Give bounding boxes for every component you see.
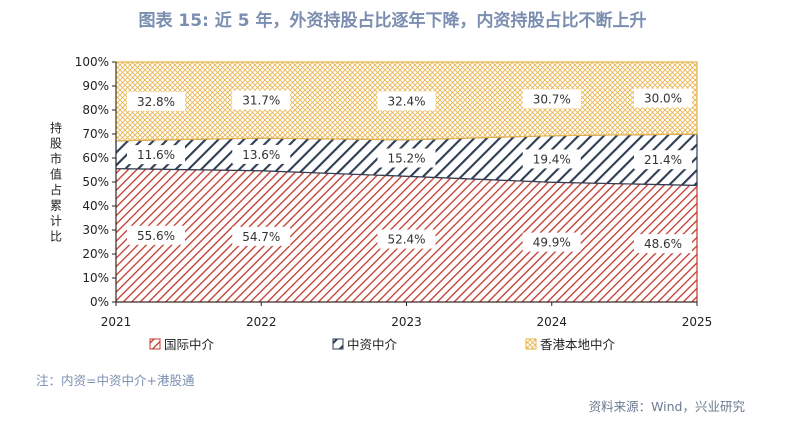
data-label: 21.4%: [634, 150, 692, 170]
y-tick-label: 70%: [82, 127, 109, 141]
legend-item: 香港本地中介: [525, 337, 616, 352]
y-tick-label: 40%: [82, 199, 109, 213]
legend: 国际中介 中资中介 香港本地中介: [149, 337, 616, 352]
data-label-text: 30.7%: [533, 92, 571, 106]
data-labels: 55.6% 54.7% 52.4% 49.9% 48.6% 11.6% 13.6% 15.2%…: [127, 88, 692, 254]
chart-source: 资料来源：Wind，兴业研究: [588, 399, 745, 414]
y-tick-label: 50%: [82, 175, 109, 189]
data-label-box: [127, 225, 185, 245]
data-label-text: 31.7%: [242, 94, 280, 108]
data-label-text: 52.4%: [387, 233, 425, 247]
data-label-text: 13.6%: [242, 148, 280, 162]
data-label-box: [127, 145, 185, 165]
data-label-box: [232, 226, 291, 246]
data-label-box: [232, 144, 291, 164]
data-label: 13.6%: [232, 144, 291, 164]
data-label-text: 11.6%: [137, 148, 175, 162]
chart-title: 图表 15: 近 5 年，外资持股占比逐年下降，内资持股占比不断上升: [138, 11, 647, 31]
x-tick-label: 2023: [391, 315, 422, 329]
y-tick-label: 60%: [82, 151, 109, 165]
data-label: 11.6%: [127, 145, 185, 165]
data-label: 30.0%: [634, 88, 692, 108]
x-tick-label: 2021: [101, 315, 132, 329]
data-label-text: 21.4%: [644, 153, 682, 167]
legend-item: 国际中介: [149, 337, 215, 352]
legend-label: 国际中介: [164, 337, 215, 352]
data-label-text: 19.4%: [533, 152, 571, 166]
data-label: 55.6%: [127, 225, 185, 245]
y-tick-label: 0%: [90, 295, 109, 309]
data-label: 32.8%: [127, 91, 185, 111]
data-label-box: [232, 90, 291, 110]
legend-swatch: [332, 338, 344, 350]
y-tick-label: 80%: [82, 103, 109, 117]
y-tick-label: 100%: [75, 55, 109, 69]
data-label: 49.9%: [522, 232, 581, 252]
data-label: 19.4%: [522, 149, 581, 169]
legend-item: 中资中介: [332, 337, 398, 352]
data-label: 30.7%: [522, 89, 581, 109]
data-label-text: 15.2%: [387, 152, 425, 166]
data-label-box: [634, 150, 692, 170]
data-label-text: 30.0%: [644, 92, 682, 106]
data-label-box: [377, 148, 436, 168]
data-label: 52.4%: [377, 229, 436, 249]
data-label: 48.6%: [634, 234, 692, 254]
data-label-text: 48.6%: [644, 237, 682, 251]
data-label: 32.4%: [377, 91, 436, 111]
y-axis-title: 持股市值占累计比: [50, 120, 62, 244]
legend-label: 中资中介: [347, 337, 398, 352]
data-label-text: 32.4%: [387, 94, 425, 108]
y-tick-label: 20%: [82, 247, 109, 261]
data-label: 54.7%: [232, 226, 291, 246]
legend-swatch: [149, 338, 161, 350]
x-tick-label: 2024: [536, 315, 567, 329]
data-label-box: [522, 149, 581, 169]
data-label-box: [634, 234, 692, 254]
x-tick-label: 2022: [246, 315, 277, 329]
data-label-box: [522, 89, 581, 109]
data-label-box: [634, 88, 692, 108]
y-axis-label: 持股市值占累计比: [50, 120, 62, 244]
data-label-text: 54.7%: [242, 230, 280, 244]
axes: 0% 10% 20% 30% 40% 50% 60% 70% 80% 90% 100% 2021 202…: [75, 55, 713, 329]
y-tick-label: 90%: [82, 79, 109, 93]
data-label-box: [377, 91, 436, 111]
legend-swatch: [525, 338, 537, 350]
stacked-area-chart: 0% 10% 20% 30% 40% 50% 60% 70% 80% 90% 100% 2021 202…: [50, 55, 713, 352]
x-tick-label: 2025: [682, 315, 713, 329]
data-label-box: [522, 232, 581, 252]
data-label-box: [127, 91, 185, 111]
data-label-box: [377, 229, 436, 249]
data-label: 31.7%: [232, 90, 291, 110]
y-tick-label: 30%: [82, 223, 109, 237]
data-label-text: 49.9%: [533, 236, 571, 250]
data-label: 15.2%: [377, 148, 436, 168]
chart-note: 注：内资=中资中介+港股通: [36, 373, 195, 388]
legend-label: 香港本地中介: [540, 337, 616, 352]
data-label-text: 55.6%: [137, 229, 175, 243]
y-tick-label: 10%: [82, 271, 109, 285]
data-label-text: 32.8%: [137, 95, 175, 109]
